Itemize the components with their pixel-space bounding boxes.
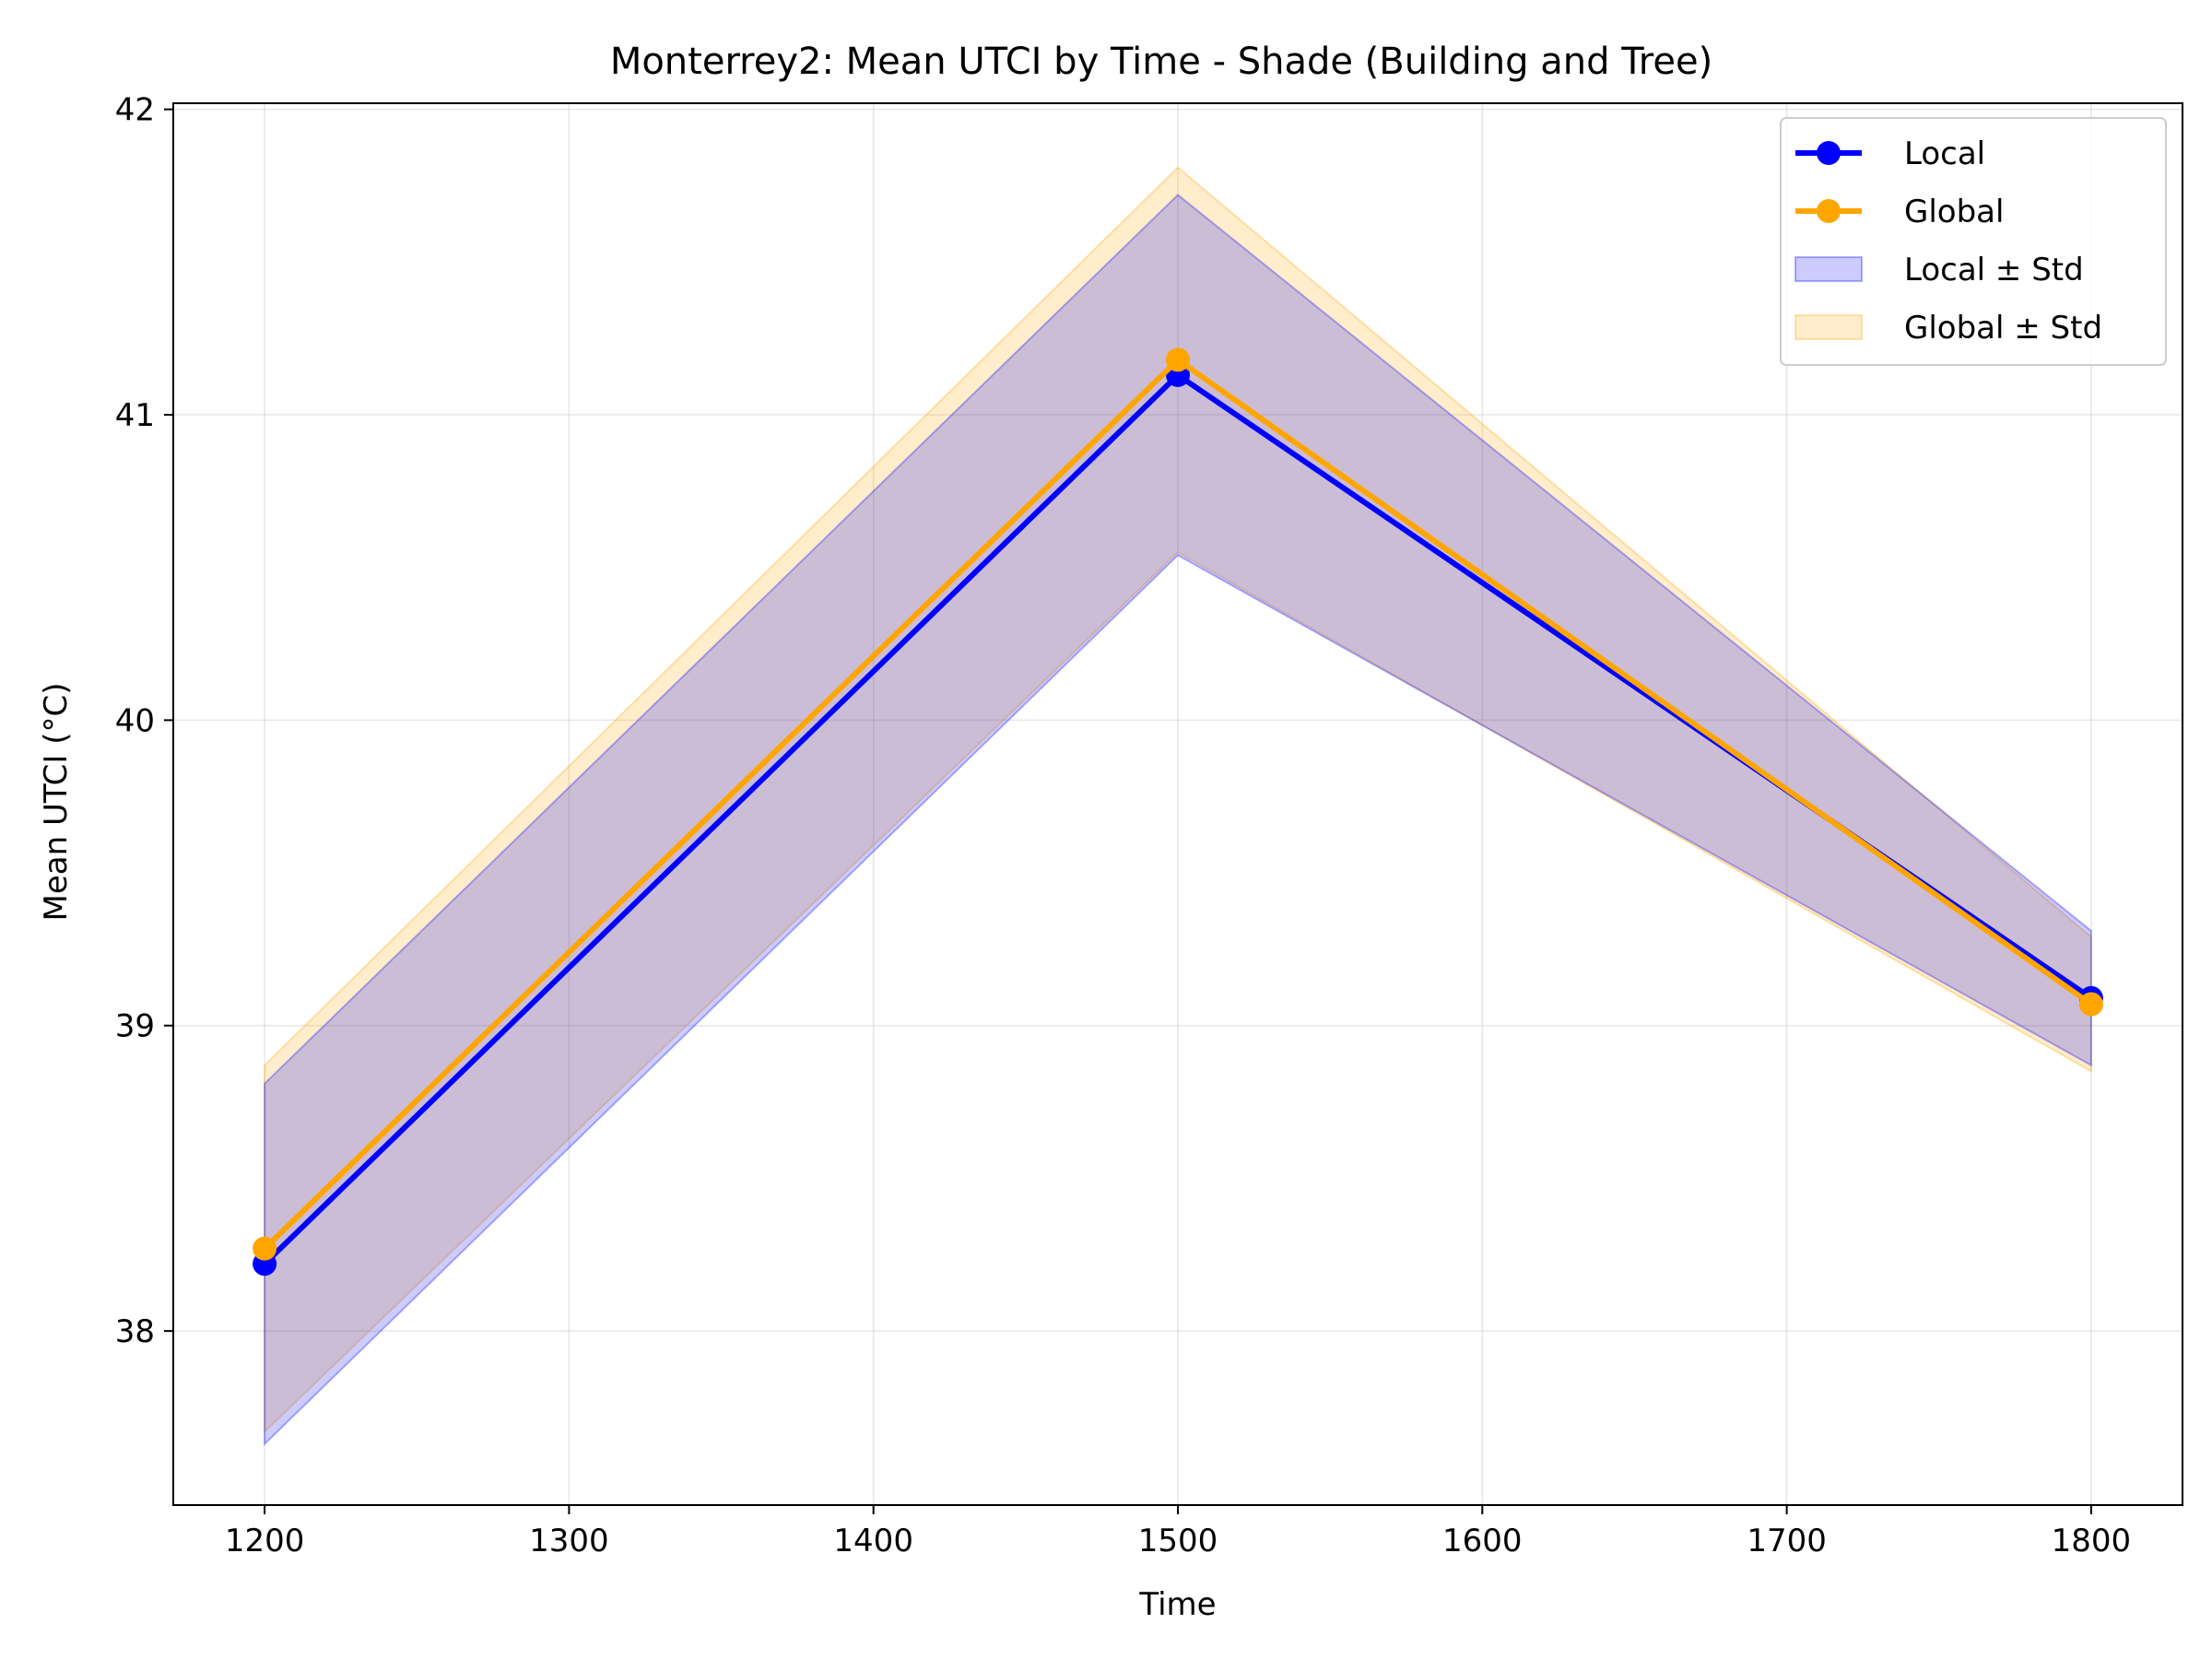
legend-label-band: Global ± Std bbox=[1904, 310, 2102, 347]
x-tick-label: 1500 bbox=[1138, 1523, 1218, 1559]
std-bands bbox=[264, 166, 2092, 1447]
legend-label-global: Global bbox=[1904, 194, 2004, 230]
legend-marker-local bbox=[1817, 141, 1841, 165]
legend-label-local: Local bbox=[1904, 135, 1985, 172]
x-tick-label: 1800 bbox=[2052, 1523, 2132, 1559]
legend-swatch-band bbox=[1794, 256, 1863, 282]
data-point-global bbox=[1166, 347, 1190, 372]
series-lines bbox=[253, 347, 2103, 1277]
y-tick-label: 42 bbox=[115, 92, 155, 129]
x-tick-label: 1700 bbox=[1747, 1523, 1827, 1559]
x-tick-label: 1300 bbox=[529, 1523, 609, 1559]
axis-ticks: 1200 1300 1400 1500 1600 1700 1800 38 39 40 41 42 bbox=[115, 92, 2131, 1559]
legend-swatch-band bbox=[1794, 314, 1863, 340]
y-tick-label: 39 bbox=[115, 1008, 155, 1045]
x-tick-label: 1400 bbox=[833, 1523, 913, 1559]
x-axis-label: Time bbox=[1138, 1586, 1216, 1623]
y-axis-label: Mean UTCI (°C) bbox=[38, 683, 75, 922]
legend: Local Global Local ± Std Global ± Std bbox=[1780, 117, 2167, 366]
chart-title: Monterrey2: Mean UTCI by Time - Shade (B… bbox=[610, 41, 1712, 83]
std-band-global bbox=[264, 166, 2092, 1434]
legend-marker-global bbox=[1817, 199, 1841, 223]
std-band-local bbox=[264, 194, 2092, 1447]
data-point-global bbox=[253, 1236, 277, 1261]
data-point-global bbox=[2078, 992, 2103, 1017]
x-tick-label: 1200 bbox=[225, 1523, 305, 1559]
legend-label-band: Local ± Std bbox=[1904, 252, 2084, 288]
x-tick-label: 1600 bbox=[1442, 1523, 1523, 1559]
y-tick-label: 38 bbox=[115, 1313, 155, 1350]
y-tick-label: 41 bbox=[115, 397, 155, 434]
legend-box bbox=[1780, 117, 2167, 366]
y-tick-label: 40 bbox=[115, 702, 155, 739]
